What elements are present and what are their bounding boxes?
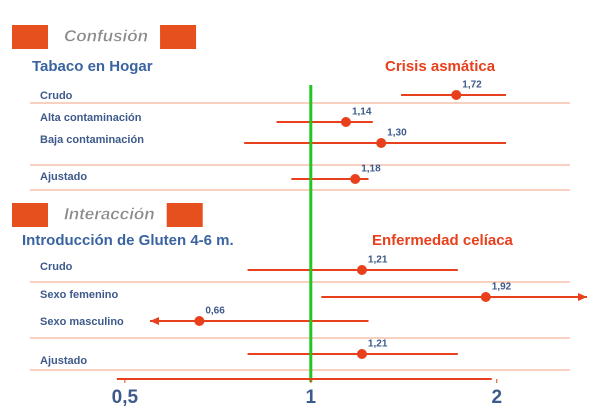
section-title: Introducción de Gluten 4-6 m. (22, 232, 234, 249)
row-label: Baja contaminación (40, 134, 144, 146)
point-estimate (451, 90, 462, 100)
row-label: Alta contaminación (40, 112, 142, 124)
row-label: Ajustado (40, 171, 87, 183)
row-label: Ajustado (40, 355, 87, 367)
point-estimate (194, 316, 205, 326)
section-header: Confusión (64, 26, 148, 45)
row-label: Crudo (40, 90, 73, 102)
value-label: 1,21 (368, 339, 388, 350)
point-estimate (376, 138, 387, 148)
value-label: 1,92 (492, 282, 512, 293)
arrow-head (150, 317, 159, 325)
arrow-head (578, 293, 587, 301)
row-label: Crudo (40, 261, 73, 273)
point-estimate (350, 174, 361, 184)
value-label: 0,66 (205, 306, 225, 317)
value-label: 1,21 (368, 255, 388, 266)
x-tick-label: 2 (491, 387, 502, 408)
outcome-title: Crisis asmática (385, 58, 496, 75)
row-label: Sexo femenino (40, 289, 119, 301)
value-label: 1,30 (387, 128, 407, 139)
header-box (166, 203, 203, 227)
point-estimate (480, 292, 491, 302)
value-label: 1,72 (462, 80, 482, 91)
section-title: Tabaco en Hogar (32, 58, 153, 75)
x-tick-label: 1 (306, 387, 317, 408)
header-box (12, 25, 48, 49)
value-label: 1,18 (361, 164, 381, 175)
point-estimate (356, 265, 367, 275)
row-label: Sexo masculino (40, 316, 124, 328)
header-box (12, 203, 48, 227)
value-label: 1,14 (352, 107, 372, 118)
point-estimate (356, 349, 367, 359)
outcome-title: Enfermedad celíaca (372, 232, 514, 249)
point-estimate (340, 117, 351, 127)
section-header: Interacción (64, 204, 155, 223)
x-tick-label: 0,5 (112, 387, 139, 408)
header-box (160, 25, 197, 49)
